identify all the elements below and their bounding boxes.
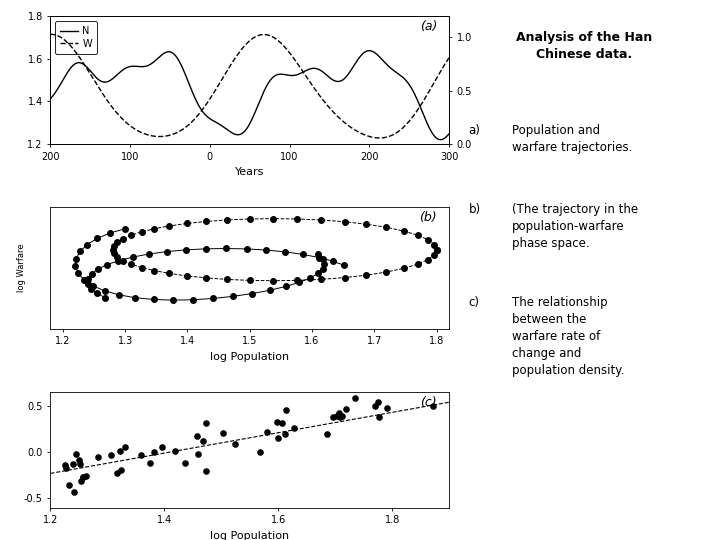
Point xyxy=(336,412,348,421)
Point xyxy=(201,418,212,427)
Text: The relationship
between the
warfare rate of
change and
population density.: The relationship between the warfare rat… xyxy=(512,296,624,377)
Legend: N, W: N, W xyxy=(55,21,97,53)
X-axis label: log Population: log Population xyxy=(210,352,289,362)
Point xyxy=(372,397,384,406)
Text: b): b) xyxy=(469,203,480,216)
Point xyxy=(369,402,381,410)
Point xyxy=(92,453,104,462)
Text: c): c) xyxy=(469,296,480,309)
Point xyxy=(135,451,147,460)
X-axis label: Years: Years xyxy=(235,167,264,177)
Text: (The trajectory in the
population-warfare
phase space.: (The trajectory in the population-warfar… xyxy=(512,203,639,250)
Point xyxy=(74,460,86,469)
Point xyxy=(105,451,117,460)
Point xyxy=(68,460,79,469)
Point xyxy=(261,428,272,437)
Point xyxy=(77,472,89,481)
Point xyxy=(279,430,291,438)
Point xyxy=(119,443,130,451)
Point xyxy=(341,404,352,413)
Point xyxy=(197,436,208,445)
Point xyxy=(77,472,89,481)
Point xyxy=(327,413,338,422)
Point xyxy=(145,459,156,468)
Point xyxy=(321,429,333,438)
Point xyxy=(276,419,288,428)
Text: log Warfare: log Warfare xyxy=(17,244,27,292)
Point xyxy=(289,424,300,433)
Point xyxy=(217,429,229,438)
Point xyxy=(349,394,361,402)
Point xyxy=(331,412,343,421)
Point xyxy=(156,443,168,451)
Point xyxy=(280,406,292,415)
Point xyxy=(382,404,393,413)
Point xyxy=(200,467,212,475)
Point xyxy=(271,418,283,427)
Text: Analysis of the Han
Chinese data.: Analysis of the Han Chinese data. xyxy=(516,31,652,61)
Point xyxy=(272,433,284,442)
X-axis label: log Population: log Population xyxy=(210,531,289,540)
Point xyxy=(75,477,86,485)
Text: a): a) xyxy=(469,124,480,137)
Point xyxy=(428,402,439,410)
Point xyxy=(114,447,125,456)
Point xyxy=(254,448,266,456)
Point xyxy=(191,432,202,441)
Point xyxy=(60,463,71,472)
Point xyxy=(68,488,80,497)
Point xyxy=(179,459,190,468)
Point xyxy=(71,449,82,458)
Point xyxy=(59,461,71,469)
Text: (a): (a) xyxy=(420,20,437,33)
Point xyxy=(373,413,384,422)
Point xyxy=(334,413,346,421)
Point xyxy=(73,456,85,465)
Point xyxy=(169,447,181,456)
Point xyxy=(333,408,345,417)
Point xyxy=(230,440,241,448)
Point xyxy=(63,480,75,489)
Text: (b): (b) xyxy=(420,211,437,224)
Point xyxy=(111,468,122,477)
Text: Population and
warfare trajectories.: Population and warfare trajectories. xyxy=(512,124,633,154)
Point xyxy=(148,447,160,456)
Point xyxy=(115,465,127,474)
Point xyxy=(192,449,204,458)
Text: (c): (c) xyxy=(420,395,437,409)
Point xyxy=(81,472,92,481)
